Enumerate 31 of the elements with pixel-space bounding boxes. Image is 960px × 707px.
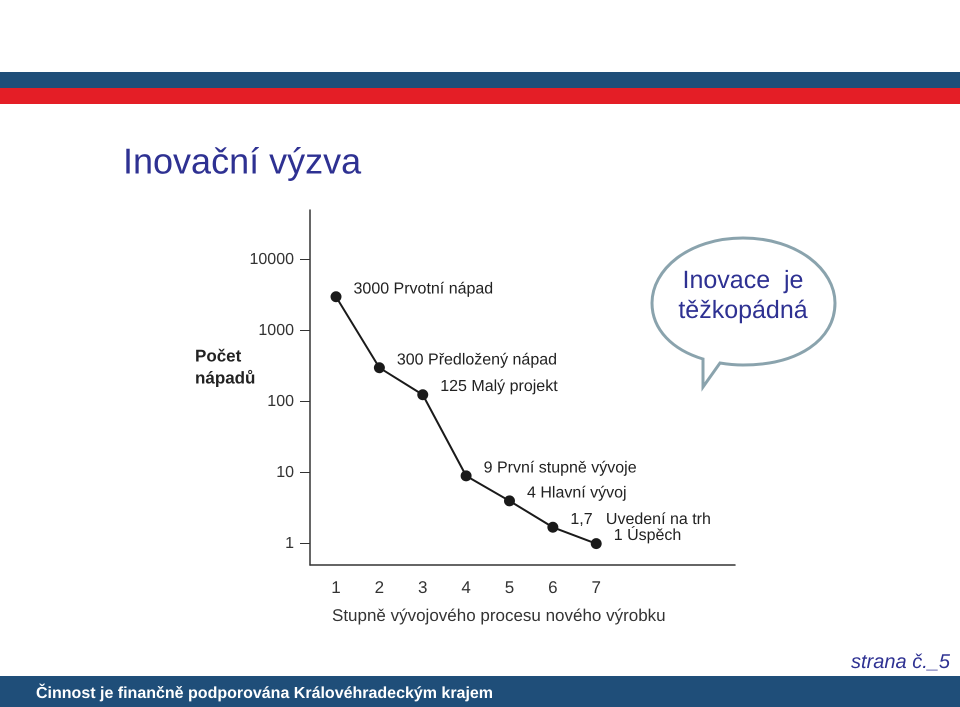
x-tick-label: 7 [591,578,601,597]
data-label: 3000 Prvotní nápad [354,280,494,298]
x-axis-title: Stupně vývojového procesu nového výrobku [332,606,666,625]
x-tick-label: 6 [548,578,558,597]
text: Činnost je finančně podporována Královéhradeckým krajem [36,685,494,703]
x-tick-label: 3 [418,578,428,597]
point [330,291,342,302]
y-axis-title: Počet nápadů [195,346,256,388]
point [417,389,428,400]
point [547,522,558,533]
point [590,538,602,550]
data-label: 1 Úspěch [614,526,682,544]
data-label: 4 Hlavní vývoj [526,484,627,502]
data-label: 125 Malý projekt [440,378,558,396]
x-tick-label: 1 [331,578,341,597]
annotation: Inovace je těžkopádná [677,265,809,325]
y-tick-label: 1000 [258,322,294,340]
x-tick-label: 2 [374,578,384,597]
chart-title: Inovační výzva [123,140,362,182]
y-tick-label: 100 [267,393,294,410]
x-tick-label: 5 [504,578,514,597]
data-label: 300 Předložený nápad [396,351,558,368]
data-label: 9 První stupně vývoje [484,459,637,476]
x-tick-label: 4 [461,578,471,597]
point [460,470,472,482]
point [374,362,385,374]
y-tick-label: 10000 [250,251,294,268]
y-tick-label: 1 [285,535,294,552]
text: strana č._5 [851,651,950,674]
y-tick-label: 10 [276,464,294,482]
point [504,495,515,506]
